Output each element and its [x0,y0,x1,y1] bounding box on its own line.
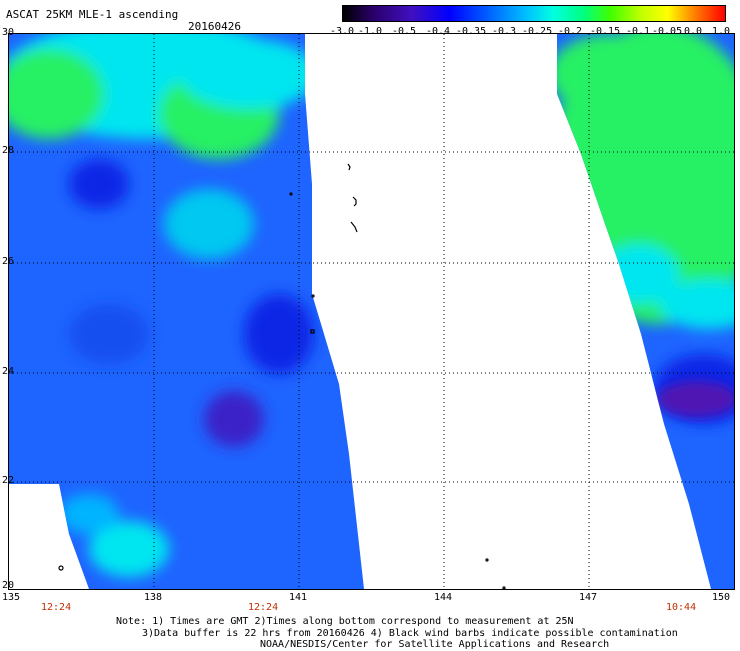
lon-label: 138 [144,592,163,603]
colorbar-tick: -0.25 [522,26,553,37]
island-outline [58,565,64,571]
lat-label: 28 [2,145,15,156]
colorbar-ticks: -3.0 -1.0 -0.5 -0.4 -0.35 -0.3 -0.25 -0.… [330,26,730,38]
lat-label: 26 [2,256,15,267]
colorbar-tick: 0.0 [684,26,703,37]
island-outline [502,586,506,589]
island-outline [310,329,315,334]
colorbar-tick: 1.0 [712,26,731,37]
colorbar-tick: -0.15 [590,26,621,37]
colorbar-tick: -0.1 [626,26,651,37]
colorbar-tick: -0.5 [392,26,417,37]
lat-label: 24 [2,366,15,377]
colorbar-tick: -0.05 [652,26,683,37]
footer-credit: NOAA/NESDIS/Center for Satellite Applica… [260,639,610,650]
lon-label: 150 [712,592,731,603]
lat-label: 20 [2,580,15,591]
map-panel [8,33,735,590]
lon-label: 144 [434,592,453,603]
lon-label: 147 [579,592,598,603]
colorbar [342,5,726,22]
lon-label: 135 [2,592,21,603]
grid-lines [9,34,734,589]
time-label: 12:24 [41,602,72,613]
island-outline [347,163,351,171]
colorbar-tick: -0.2 [558,26,583,37]
island-outline [311,294,315,298]
island-outline [350,221,358,233]
island-outline [352,196,357,207]
left-swath [9,34,364,589]
time-label: 10:44 [666,602,697,613]
lat-label: 22 [2,475,15,486]
island-outline [289,192,293,196]
colorbar-tick: -1.0 [358,26,383,37]
right-swath [557,34,734,589]
islands [58,163,506,589]
chart-title: ASCAT 25KM MLE-1 ascending [6,8,179,21]
footer-note-line2: 3)Data buffer is 22 hrs from 20160426 4)… [142,628,678,639]
colorbar-tick: -0.3 [492,26,517,37]
colorbar-tick: -0.4 [426,26,451,37]
colorbar-tick: -0.35 [456,26,487,37]
footer-note-line1: Note: 1) Times are GMT 2)Times along bot… [116,616,574,627]
lat-label: 30 [2,27,15,38]
colorbar-tick: -3.0 [330,26,355,37]
lon-label: 141 [289,592,308,603]
swath-map [9,34,734,589]
chart-date: 20160426 [188,20,241,33]
time-label: 12:24 [248,602,279,613]
island-outline [485,558,489,562]
